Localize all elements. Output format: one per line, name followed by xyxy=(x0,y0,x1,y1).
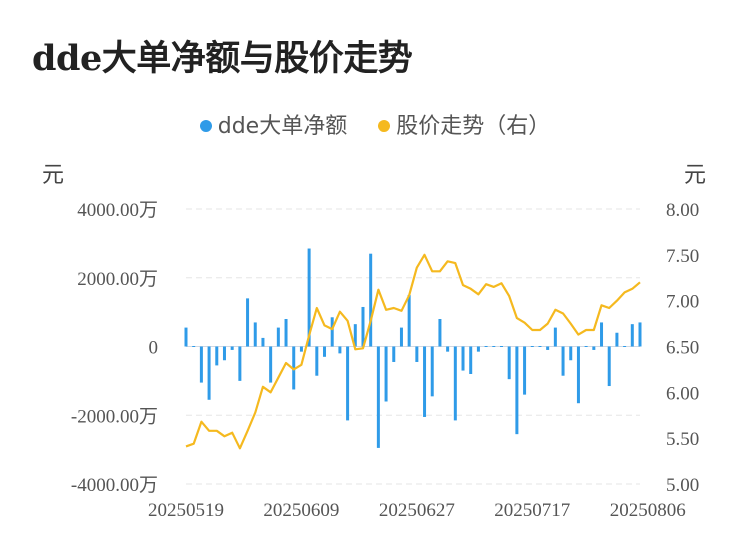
dde-bar xyxy=(399,327,403,347)
x-tick-label: 20250519 xyxy=(148,500,224,521)
left-tick-label: 0 xyxy=(149,338,159,359)
dde-bar xyxy=(246,298,250,347)
legend-item-dde[interactable]: dde大单净额 xyxy=(199,108,348,140)
right-tick-label: 8.00 xyxy=(666,200,699,221)
dde-bar xyxy=(384,346,388,402)
dde-bar xyxy=(615,332,619,347)
dde-bar xyxy=(222,346,226,361)
dde-bar xyxy=(307,248,311,347)
dde-bar xyxy=(600,322,604,347)
left-tick-label: 4000.00万 xyxy=(77,200,158,221)
dde-bar xyxy=(230,346,234,350)
dde-bar xyxy=(507,346,511,380)
dde-bar xyxy=(284,319,288,347)
dde-bar xyxy=(515,346,519,435)
x-tick-label: 20250609 xyxy=(263,500,339,521)
dde-bar xyxy=(253,322,257,347)
right-tick-label: 7.00 xyxy=(666,292,699,313)
right-tick-label: 6.00 xyxy=(666,383,699,404)
right-tick-label: 5.50 xyxy=(666,429,699,450)
dde-bar xyxy=(530,346,534,347)
dde-bar xyxy=(299,346,303,352)
left-tick-label: -2000.00万 xyxy=(71,406,158,427)
legend-dot-yellow-icon xyxy=(378,120,391,132)
right-axis-unit: 元 xyxy=(684,163,707,188)
x-tick-label: 20250806 xyxy=(610,500,686,521)
dde-bar xyxy=(453,346,457,421)
dde-bar xyxy=(584,346,588,347)
dde-bar xyxy=(238,346,242,381)
price-line xyxy=(185,253,641,450)
dde-bar xyxy=(553,327,557,347)
dde-bar xyxy=(415,346,419,362)
left-axis-unit: 元 xyxy=(42,163,65,188)
dde-bar xyxy=(330,317,334,347)
dde-bar xyxy=(546,346,550,350)
dde-bar xyxy=(192,346,196,347)
legend: dde大单净额 股价走势（右） xyxy=(0,108,750,140)
legend-label-dde: dde大单净额 xyxy=(217,114,348,139)
dde-bar xyxy=(623,346,627,347)
dde-bar xyxy=(499,346,503,347)
dde-bar xyxy=(261,337,265,347)
dde-bar xyxy=(523,346,527,395)
dde-bar xyxy=(346,346,350,421)
dde-bar xyxy=(207,346,211,400)
dde-bar xyxy=(423,346,427,417)
dde-bar xyxy=(469,346,473,374)
dde-bar xyxy=(576,346,580,404)
x-tick-label: 20250627 xyxy=(379,500,455,521)
dde-bar xyxy=(199,346,203,383)
dde-bar xyxy=(538,346,542,347)
dde-bar xyxy=(353,324,357,347)
dde-bar xyxy=(569,346,573,361)
legend-label-price: 股价走势（右） xyxy=(396,114,551,139)
dde-bar xyxy=(561,346,565,376)
dde-bar xyxy=(369,253,373,347)
dde-bar xyxy=(492,346,496,347)
dde-bar xyxy=(592,346,596,350)
right-tick-label: 6.50 xyxy=(666,338,699,359)
chart-title: dde大单净额与股价走势 xyxy=(32,38,413,79)
dde-bar xyxy=(376,346,380,448)
dde-bar xyxy=(484,346,488,347)
dde-bar xyxy=(476,346,480,352)
dde-bar xyxy=(269,346,273,383)
dde-bar xyxy=(638,322,642,347)
dde-bar xyxy=(607,346,611,387)
left-tick-label: -4000.00万 xyxy=(71,475,158,496)
dde-bar xyxy=(630,324,634,347)
dde-bar xyxy=(292,346,296,390)
dde-bar xyxy=(446,346,450,352)
dde-bar xyxy=(461,346,465,371)
dde-bar xyxy=(184,327,188,347)
dde-bar xyxy=(323,346,327,357)
dde-bar xyxy=(315,346,319,376)
legend-item-price[interactable]: 股价走势（右） xyxy=(378,108,550,140)
dde-bar xyxy=(438,319,442,347)
dde-bar xyxy=(407,294,411,347)
dde-bar xyxy=(430,346,434,397)
x-tick-label: 20250717 xyxy=(494,500,570,521)
dde-bar xyxy=(276,327,280,347)
dde-bar xyxy=(392,346,396,362)
dde-bar xyxy=(361,306,365,347)
dde-bar xyxy=(215,346,219,366)
right-tick-label: 7.50 xyxy=(666,246,699,267)
right-tick-label: 5.00 xyxy=(666,475,699,496)
legend-dot-blue-icon xyxy=(199,120,212,132)
dde-bar xyxy=(338,346,342,354)
left-tick-label: 2000.00万 xyxy=(77,269,158,290)
